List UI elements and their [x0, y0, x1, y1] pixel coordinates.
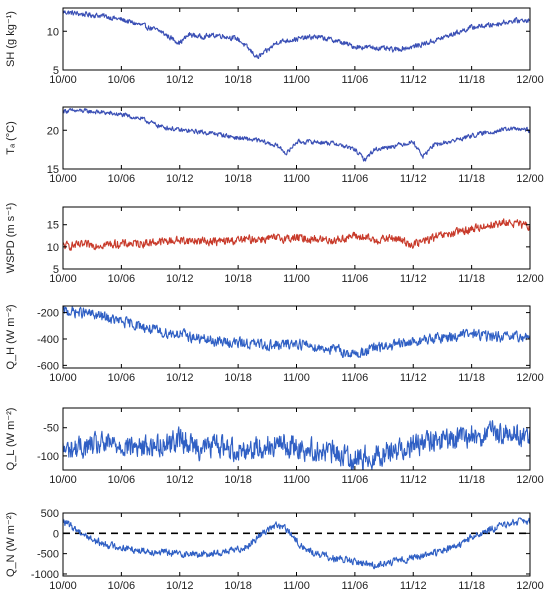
y-tick-label: 10 — [47, 242, 59, 254]
y-tick-label: 15 — [47, 164, 59, 176]
x-tick-label: 11/06 — [342, 474, 369, 486]
x-tick-label: 11/12 — [400, 173, 427, 185]
x-tick-label: 11/18 — [458, 74, 485, 86]
x-tick-label: 12/00 — [516, 580, 544, 592]
series-line-5 — [63, 420, 530, 470]
x-tick-label: 10/12 — [166, 173, 194, 185]
x-tick-label: 11/18 — [458, 372, 485, 384]
panel-1: 10/00 10/06 10/12 10/18 11/00 11/06 11/12 11/18… — [5, 7, 544, 86]
y-tick-label: 0 — [53, 528, 59, 540]
x-tick-label: 11/06 — [342, 273, 369, 285]
y-tick-label: 500 — [41, 508, 59, 520]
x-tick-label: 11/00 — [283, 74, 310, 86]
y-tick-label: 15 — [47, 220, 59, 232]
panel-4: 10/00 10/06 10/12 10/18 11/00 11/06 11/12 11/18… — [5, 304, 544, 384]
x-tick-label: 11/18 — [458, 474, 485, 486]
x-tick-label: 10/18 — [224, 372, 252, 384]
x-tick-label: 11/06 — [342, 173, 369, 185]
x-tick-label: 10/18 — [224, 580, 252, 592]
y-axis-label: Tₐ (°C) — [5, 121, 17, 155]
y-axis-label: WSPD (m s⁻¹) — [5, 203, 17, 274]
panel-6: 10/00 10/06 10/12 10/18 11/00 11/06 11/12 11/18… — [5, 508, 544, 592]
x-tick-label: 11/12 — [400, 372, 427, 384]
plot-frame — [62, 305, 531, 369]
x-tick-label: 10/00 — [49, 474, 77, 486]
x-tick-label: 10/12 — [166, 273, 194, 285]
x-tick-label: 11/12 — [400, 273, 427, 285]
series-line-1 — [63, 10, 530, 60]
x-tick-label: 10/06 — [108, 273, 136, 285]
x-tick-label: 10/06 — [108, 474, 136, 486]
x-tick-label: 11/06 — [342, 580, 369, 592]
x-tick-label: 10/00 — [49, 273, 77, 285]
y-tick-label: 20 — [47, 125, 59, 137]
x-tick-label: 11/12 — [400, 580, 427, 592]
x-tick-label: 11/18 — [458, 273, 485, 285]
x-tick-label: 10/00 — [49, 74, 77, 86]
x-tick-label: 11/00 — [283, 173, 310, 185]
panel-3: 10/00 10/06 10/12 10/18 11/00 11/06 11/12 11/18… — [5, 203, 544, 285]
x-tick-label: 10/12 — [166, 474, 194, 486]
series-line-6 — [63, 517, 530, 570]
y-tick-label: -50 — [43, 423, 59, 435]
x-tick-label: 10/00 — [49, 580, 77, 592]
y-tick-label: 5 — [53, 264, 59, 276]
panel-2: 10/00 10/06 10/12 10/18 11/00 11/06 11/12 11/18… — [5, 106, 544, 185]
y-axis-label: Q_L (W m⁻²) — [5, 408, 17, 471]
y-axis-label: Q_N (W m⁻²) — [5, 512, 17, 577]
y-tick-label: -100 — [37, 451, 59, 463]
x-tick-label: 10/06 — [108, 580, 136, 592]
x-tick-label: 11/00 — [283, 273, 310, 285]
x-tick-label: 11/12 — [400, 74, 427, 86]
y-tick-label: -400 — [37, 334, 59, 346]
x-tick-label: 10/06 — [108, 173, 136, 185]
x-tick-label: 11/00 — [283, 474, 310, 486]
panel-5: 10/00 10/06 10/12 10/18 11/00 11/06 11/12 11/18… — [5, 407, 544, 486]
series-line-2 — [63, 107, 530, 162]
x-tick-label: 11/06 — [342, 372, 369, 384]
x-tick-label: 10/18 — [224, 74, 252, 86]
x-tick-label: 11/00 — [283, 372, 310, 384]
x-tick-label: 11/00 — [283, 580, 310, 592]
y-tick-label: -600 — [37, 360, 59, 372]
y-tick-label: 5 — [53, 65, 59, 77]
x-tick-label: 11/12 — [400, 474, 427, 486]
x-tick-label: 10/06 — [108, 372, 136, 384]
x-tick-label: 10/12 — [166, 74, 194, 86]
series-line-3 — [63, 218, 530, 251]
x-tick-label: 12/00 — [516, 173, 544, 185]
x-tick-label: 12/00 — [516, 74, 544, 86]
x-tick-label: 11/18 — [458, 173, 485, 185]
x-tick-label: 11/06 — [342, 74, 369, 86]
x-tick-label: 10/18 — [224, 173, 252, 185]
x-tick-label: 12/00 — [516, 372, 544, 384]
x-tick-label: 10/18 — [224, 273, 252, 285]
x-tick-label: 10/18 — [224, 474, 252, 486]
y-axis-label: SH (g kg⁻¹) — [5, 11, 17, 67]
y-tick-label: -200 — [37, 308, 59, 320]
x-tick-label: 11/18 — [458, 580, 485, 592]
y-tick-label: 10 — [47, 26, 59, 38]
x-tick-label: 10/00 — [49, 173, 77, 185]
y-axis-label: Q_H (W m⁻²) — [5, 304, 17, 369]
x-tick-label: 10/00 — [49, 372, 77, 384]
x-tick-label: 12/00 — [516, 273, 544, 285]
series-line-4 — [63, 306, 530, 358]
y-tick-label: -1000 — [31, 569, 59, 581]
x-tick-label: 10/12 — [166, 580, 194, 592]
x-tick-label: 12/00 — [516, 474, 544, 486]
x-tick-label: 10/12 — [166, 372, 194, 384]
x-tick-label: 10/06 — [108, 74, 136, 86]
y-tick-label: -500 — [37, 549, 59, 561]
